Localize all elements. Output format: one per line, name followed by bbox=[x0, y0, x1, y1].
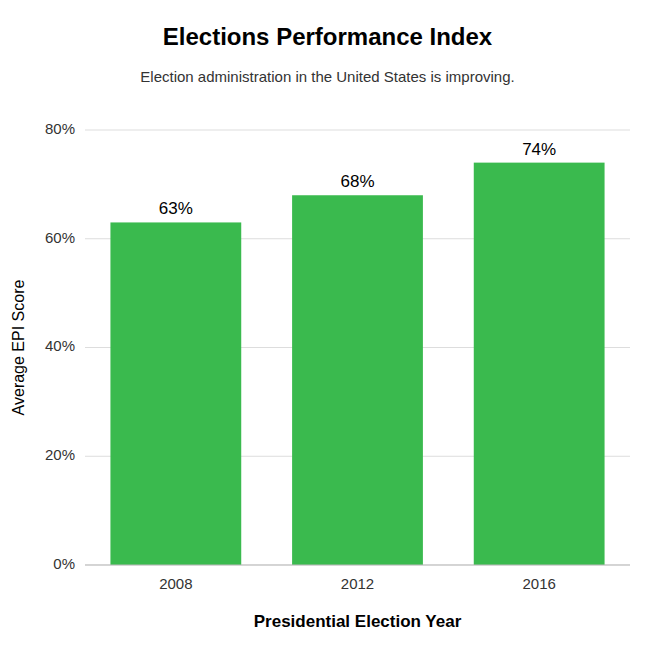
data-label: 74% bbox=[522, 140, 556, 159]
x-axis-label: Presidential Election Year bbox=[254, 612, 462, 631]
data-labels: 63% 68% 74% bbox=[159, 140, 556, 219]
y-tick-label: 40% bbox=[45, 337, 75, 354]
chart: Elections Performance Index Election admi… bbox=[0, 0, 655, 655]
x-tick-label: 2016 bbox=[522, 575, 555, 592]
subtitle: Election administration in the United St… bbox=[140, 68, 514, 85]
x-tick-label: 2012 bbox=[341, 575, 374, 592]
data-label: 63% bbox=[159, 199, 193, 218]
title: Elections Performance Index bbox=[163, 23, 493, 50]
bar bbox=[292, 195, 423, 565]
y-tick-label: 80% bbox=[45, 120, 75, 137]
y-tick-label: 0% bbox=[53, 555, 75, 572]
grid-line bbox=[85, 565, 630, 566]
data-label: 68% bbox=[340, 172, 374, 191]
y-axis: 0% 20% 40% 60% 80% bbox=[45, 120, 630, 572]
grid-line bbox=[85, 130, 630, 131]
y-tick-label: 60% bbox=[45, 229, 75, 246]
x-axis-line bbox=[85, 565, 630, 566]
x-tick-label: 2008 bbox=[159, 575, 192, 592]
bar bbox=[474, 163, 605, 565]
bars bbox=[110, 163, 604, 565]
y-tick-label: 20% bbox=[45, 446, 75, 463]
bar bbox=[110, 222, 241, 565]
y-axis-label: Average EPI Score bbox=[10, 280, 27, 416]
x-axis: 2008 2012 2016 bbox=[159, 575, 556, 592]
